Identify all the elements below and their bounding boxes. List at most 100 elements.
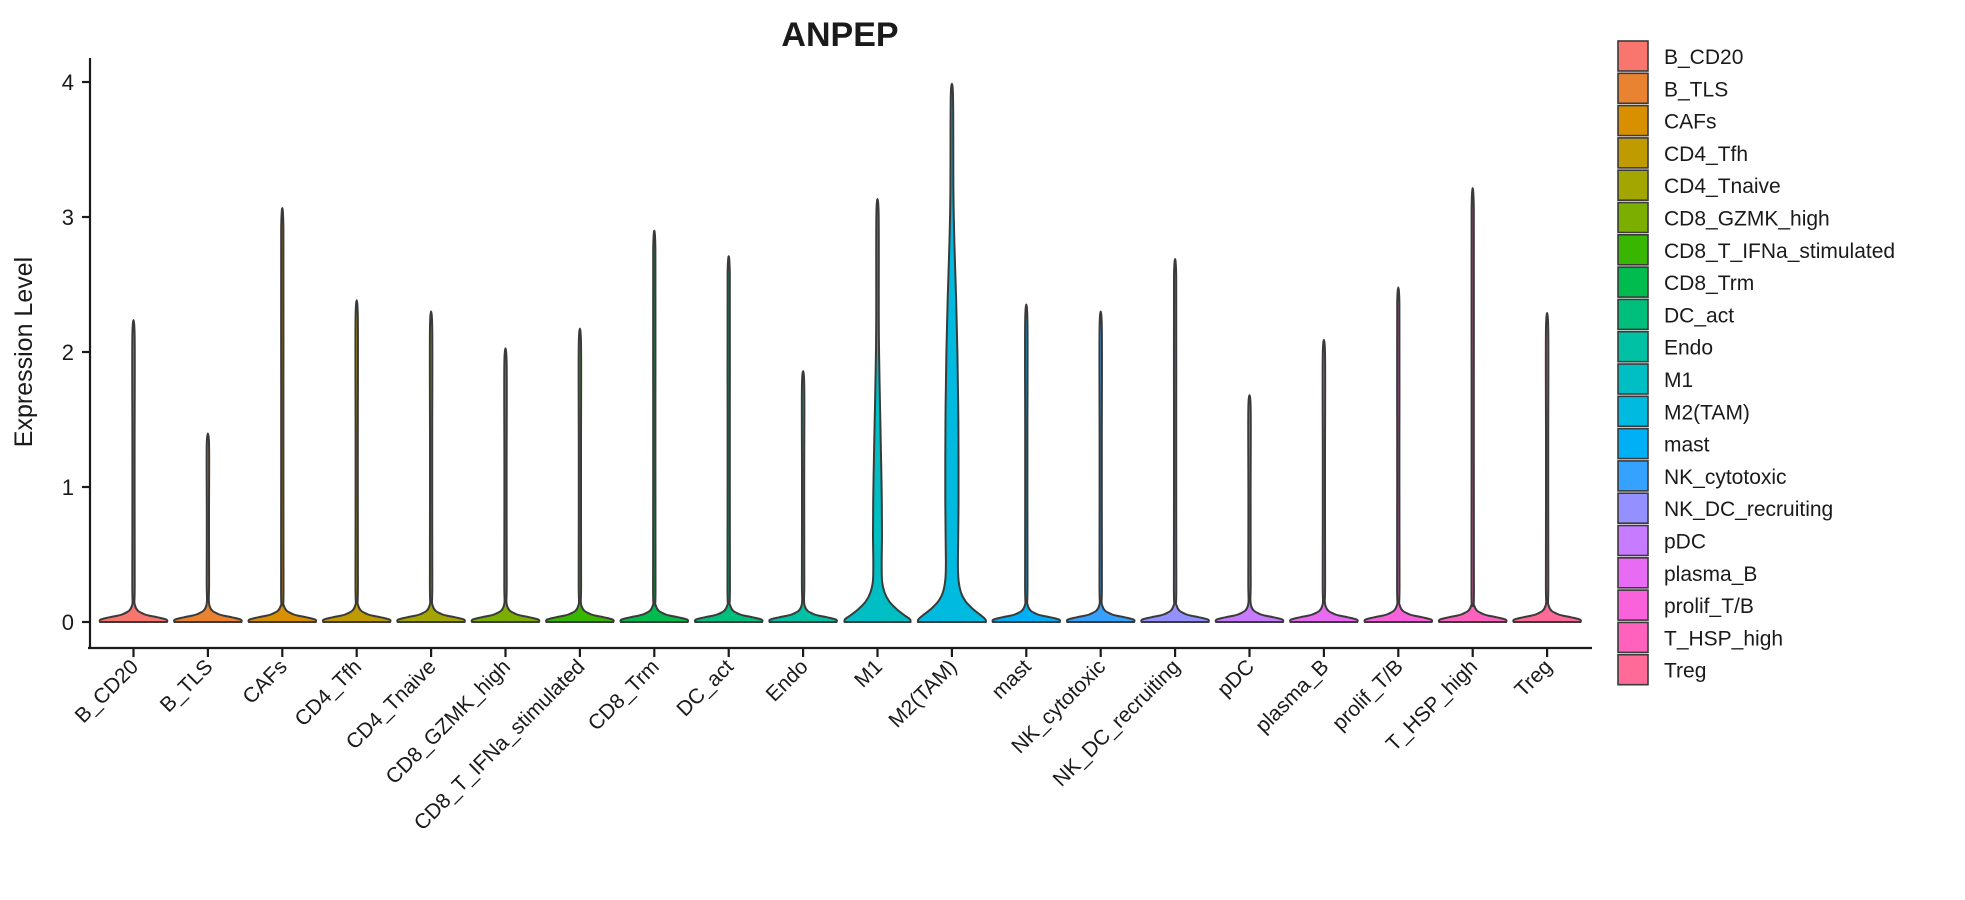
legend-item-CD4_Tfh: CD4_Tfh xyxy=(1617,137,1748,169)
y-tick-label: 1 xyxy=(62,475,74,500)
x-tick-label: plasma_B xyxy=(1251,655,1333,737)
x-tick-label: CD4_Tfh xyxy=(291,655,367,731)
legend-label: CD4_Tnaive xyxy=(1664,175,1781,198)
legend-label: CD8_T_IFNa_stimulated xyxy=(1664,240,1895,263)
legend-label: B_TLS xyxy=(1664,78,1728,101)
legend-swatch xyxy=(1617,201,1649,234)
legend-item-CD8_T_IFNa_stimulated: CD8_T_IFNa_stimulated xyxy=(1617,234,1895,266)
y-tick-label: 3 xyxy=(62,205,74,230)
legend-item-prolif_T/B: prolif_T/B xyxy=(1617,589,1754,621)
x-tick-label: B_TLS xyxy=(156,655,218,717)
violin-M1 xyxy=(843,197,912,623)
legend-label: T_HSP_high xyxy=(1664,627,1783,650)
x-tick-label: M1 xyxy=(850,655,887,692)
legend-label: NK_cytotoxic xyxy=(1664,466,1787,489)
violin-CD8_T_IFNa_stimulated xyxy=(545,327,615,623)
legend-item-T_HSP_high: T_HSP_high xyxy=(1617,621,1783,654)
legend-item-plasma_B: plasma_B xyxy=(1617,556,1757,589)
legend-label: B_CD20 xyxy=(1664,46,1743,69)
legend-item-CAFs: CAFs xyxy=(1617,104,1717,137)
legend-item-DC_act: DC_act xyxy=(1617,298,1734,331)
violin-B_CD20 xyxy=(98,319,169,623)
violin-M2(TAM) xyxy=(916,82,987,623)
legend-label: pDC xyxy=(1664,531,1706,554)
violin-B_TLS xyxy=(173,432,243,623)
x-tick-label: Endo xyxy=(762,655,813,706)
legend-label: M1 xyxy=(1664,369,1693,392)
legend-swatch xyxy=(1617,104,1649,137)
legend-label: M2(TAM) xyxy=(1664,401,1750,424)
legend-label: CD8_Trm xyxy=(1664,272,1754,295)
x-tick-label: DC_act xyxy=(672,655,738,721)
y-tick-label: 0 xyxy=(62,610,74,635)
x-tick-label: B_CD20 xyxy=(71,655,143,727)
legend-item-Treg: Treg xyxy=(1617,653,1706,686)
violin-pDC xyxy=(1214,394,1285,623)
legend-item-B_TLS: B_TLS xyxy=(1617,72,1728,105)
y-axis-title: Expression Level xyxy=(10,257,38,447)
legend-swatch xyxy=(1617,427,1649,460)
legend-item-CD8_Trm: CD8_Trm xyxy=(1617,266,1754,298)
violin-CD4_Tnaive xyxy=(396,310,466,623)
legend-item-NK_cytotoxic: NK_cytotoxic xyxy=(1617,460,1787,492)
legend-item-CD4_Tnaive: CD4_Tnaive xyxy=(1617,169,1781,201)
legend-swatch xyxy=(1617,589,1649,621)
legend-item-mast: mast xyxy=(1617,427,1710,460)
legend-swatch xyxy=(1617,72,1649,105)
legend-item-M1: M1 xyxy=(1617,363,1693,395)
violin-CD8_GZMK_high xyxy=(470,347,541,623)
violin-Endo xyxy=(768,370,838,623)
violin-plasma_B xyxy=(1289,338,1359,623)
legend-label: plasma_B xyxy=(1664,563,1757,586)
legend-swatch xyxy=(1617,492,1649,525)
x-tick-label: CD8_GZMK_high xyxy=(382,655,515,788)
x-tick-label: CAFs xyxy=(238,655,291,708)
violin-DC_act xyxy=(693,255,764,623)
legend-label: prolif_T/B xyxy=(1664,595,1754,618)
x-tick-label: pDC xyxy=(1213,655,1259,701)
legend-label: Endo xyxy=(1664,337,1713,360)
y-tick-label: 2 xyxy=(62,340,74,365)
legend-item-M2(TAM): M2(TAM) xyxy=(1617,395,1750,428)
legend-item-B_CD20: B_CD20 xyxy=(1617,40,1743,72)
legend-label: NK_DC_recruiting xyxy=(1664,498,1833,521)
violin-CD8_Trm xyxy=(619,229,690,623)
legend-label: CAFs xyxy=(1664,111,1717,134)
legend-item-Endo: Endo xyxy=(1617,330,1713,363)
legend-swatch xyxy=(1617,460,1649,492)
axes xyxy=(82,58,1592,657)
legend-swatch xyxy=(1617,40,1649,72)
x-tick-label: CD8_Trm xyxy=(584,655,664,735)
legend-item-NK_DC_recruiting: NK_DC_recruiting xyxy=(1617,492,1833,525)
chart-title: ANPEP xyxy=(781,16,898,54)
legend-label: DC_act xyxy=(1664,304,1734,327)
legend-swatch xyxy=(1617,653,1649,686)
legend-label: mast xyxy=(1664,434,1710,457)
x-tick-label: M2(TAM) xyxy=(884,655,961,732)
legend-label: CD4_Tfh xyxy=(1664,143,1748,166)
x-tick-label: mast xyxy=(987,655,1036,704)
violin-CD4_Tfh xyxy=(321,299,392,623)
legend-swatch xyxy=(1617,137,1649,169)
legend: B_CD20 B_TLS CAFs CD4_Tfh CD4_Tnaive CD8_GZMK… xyxy=(1617,40,1895,686)
legend-swatch xyxy=(1617,363,1649,395)
x-tick-label: prolif_T/B xyxy=(1328,655,1408,735)
legend-swatch xyxy=(1617,169,1649,201)
legend-swatch xyxy=(1617,234,1649,266)
legend-item-pDC: pDC xyxy=(1617,524,1706,557)
violin-mast xyxy=(991,303,1062,623)
legend-item-CD8_GZMK_high: CD8_GZMK_high xyxy=(1617,201,1830,234)
legend-swatch xyxy=(1617,330,1649,363)
violin-NK_DC_recruiting xyxy=(1140,258,1210,623)
violin-CAFs xyxy=(247,207,318,623)
y-axis-tick-labels: 0 1 2 3 4 xyxy=(62,70,74,635)
violin-NK_cytotoxic xyxy=(1065,310,1136,623)
legend-swatch xyxy=(1617,298,1649,331)
violin-T_HSP_high xyxy=(1437,187,1508,623)
legend-swatch xyxy=(1617,556,1649,589)
legend-swatch xyxy=(1617,524,1649,557)
x-axis-tick-labels: B_CD20 B_TLS CAFsCD4_TfhCD4_TnaiveCD8_GZMK… xyxy=(71,655,1557,835)
violin-Treg xyxy=(1512,312,1582,623)
